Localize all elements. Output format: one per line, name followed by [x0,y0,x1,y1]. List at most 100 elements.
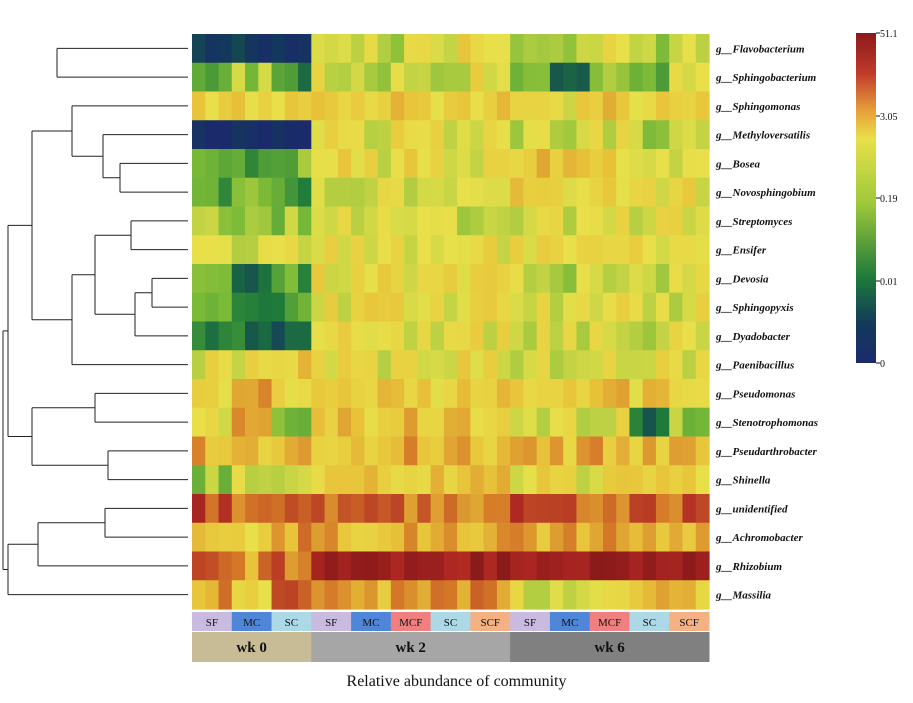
heatmap-cell [669,34,684,64]
genus-label: g__Bosea [715,158,761,170]
heatmap-cell [351,379,365,409]
heatmap-cell [443,149,458,179]
heatmap-cell [602,91,617,121]
heatmap-cell [589,350,604,380]
heatmap-cell [443,120,458,150]
heatmap-cell [682,379,697,409]
heatmap-cell [549,522,564,553]
heatmap-cell [324,292,339,323]
heatmap-cell [602,407,617,438]
genus-label: g__unidentified [715,503,788,515]
heatmap-cell [417,91,432,121]
heatmap-cell [271,407,286,438]
heatmap-cell [589,580,604,610]
heatmap-cell [417,350,432,380]
timepoint-bar: wk 0 wk 2 wk 6 [192,632,710,662]
heatmap-cell [258,149,273,179]
heatmap-cell [390,436,405,466]
heatmap-cell [205,321,220,351]
heatmap-cell [695,91,710,121]
heatmap-cell [510,235,525,265]
heatmap-cell [417,580,432,610]
genus-label: g__Sphingobacterium [715,72,817,84]
heatmap-cell [642,264,657,294]
heatmap-cell [192,350,206,380]
heatmap-cell [536,350,551,380]
heatmap-cell [311,321,326,351]
heatmap-cell [430,350,445,380]
heatmap-cell [589,321,604,351]
heatmap-cell [298,350,312,380]
heatmap-cell [218,522,233,553]
heatmap-cell [602,34,617,64]
heatmap-cell [576,206,591,236]
heatmap-cell [483,551,498,581]
genus-label: g__Pseudomonas [715,388,795,400]
heatmap-cell [483,149,498,179]
row-dendrogram [2,47,188,596]
heatmap-cell [205,120,220,150]
heatmap-cell [589,522,604,553]
heatmap-cell [523,149,538,179]
colorbar-tick-label: 0.01 [880,277,898,288]
heatmap-cell [192,149,206,179]
heatmap-cell [576,235,591,265]
heatmap-cell [271,206,286,236]
heatmap-cell [192,580,206,610]
heatmap-cell [483,34,498,64]
group-label: SC [643,617,656,629]
heatmap-cell [443,407,458,438]
group-cell [510,612,551,631]
heatmap-cell [695,580,710,610]
heatmap-cell [483,465,498,495]
heatmap-cell [231,551,246,581]
heatmap-cell [682,264,697,294]
heatmap-cell [536,522,551,553]
heatmap-cell [364,62,379,93]
heatmap-cell [629,206,644,236]
heatmap-cell [351,149,365,179]
heatmap-cell [311,465,326,495]
heatmap-cell [589,494,604,524]
heatmap-cell [616,235,631,265]
heatmap-cell [430,379,445,409]
group-cell [311,612,352,631]
heatmap-cell [589,264,604,294]
genus-labels: g__Flavobacterium g__Sphingobacterium g__S… [715,43,818,601]
heatmap-cell [337,551,352,581]
heatmap-cell [271,321,286,351]
heatmap-cell [457,206,471,236]
heatmap-cell [470,62,485,93]
heatmap-cell [364,379,379,409]
heatmap-cell [245,551,259,581]
heatmap-cell [616,580,631,610]
heatmap-cell [298,522,312,553]
heatmap-cell [404,149,418,179]
heatmap-cell [510,34,525,64]
heatmap-cell [470,177,485,208]
heatmap-cell [417,34,432,64]
heatmap-cell [284,321,299,351]
heatmap-cell [536,177,551,208]
heatmap-cell [417,235,432,265]
heatmap-cell [655,149,670,179]
heatmap-cell [655,551,670,581]
heatmap-cell [589,235,604,265]
heatmap-cell [404,321,418,351]
heatmap-cell [218,436,233,466]
heatmap-cell [523,580,538,610]
heatmap-cell [602,177,617,208]
heatmap-cell [496,292,511,323]
heatmap-cell [337,264,352,294]
heatmap-cell [311,350,326,380]
heatmap-cell [443,62,458,93]
heatmap-cell [245,465,259,495]
heatmap-cell [523,465,538,495]
heatmap-cell [682,465,697,495]
heatmap-cell [510,580,525,610]
heatmap-cell [510,149,525,179]
heatmap-cell [258,206,273,236]
heatmap-cell [669,62,684,93]
heatmap-cell [669,264,684,294]
heatmap-cell [351,407,365,438]
